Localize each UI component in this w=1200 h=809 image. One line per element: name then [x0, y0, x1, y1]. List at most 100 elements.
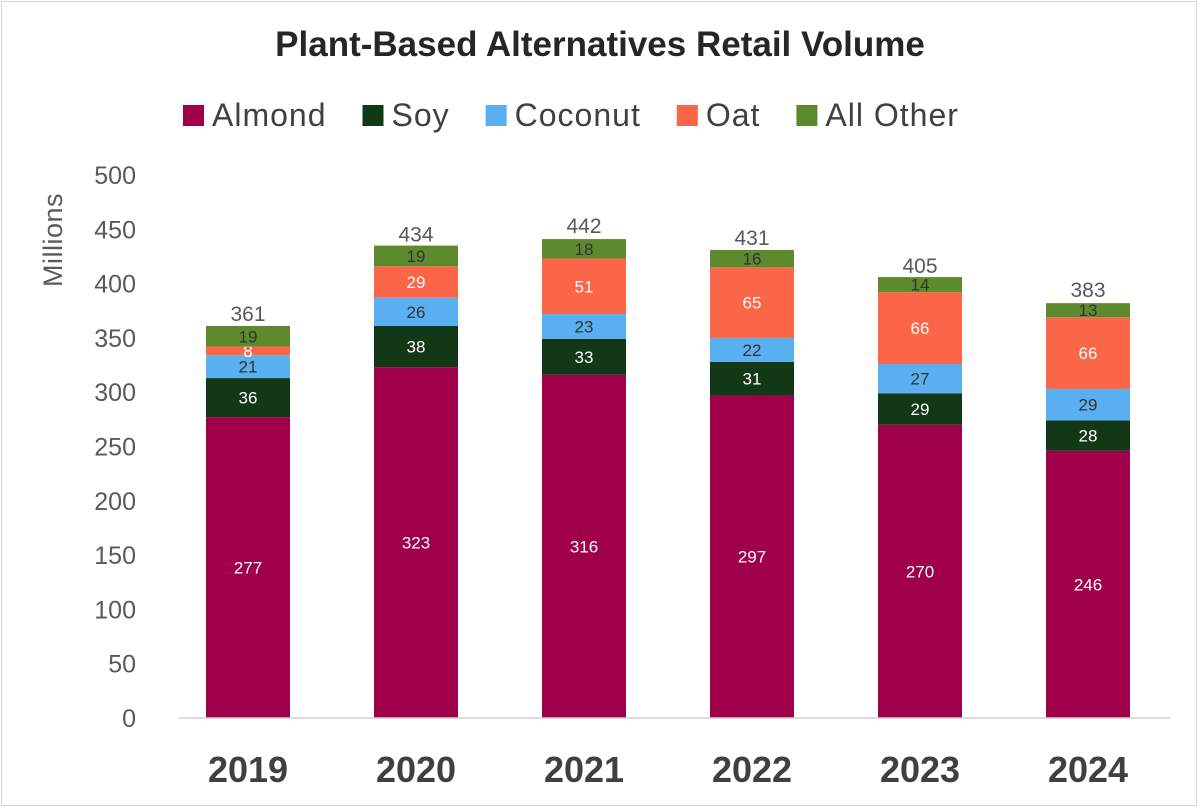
data-label-all-other-2023: 14 — [911, 276, 930, 295]
data-label-all-other-2022: 16 — [743, 250, 762, 269]
total-label-2024: 383 — [1070, 279, 1105, 302]
total-label-2021: 442 — [566, 215, 601, 238]
bar-almond-2019 — [206, 417, 290, 718]
data-label-all-other-2019: 19 — [239, 327, 258, 346]
data-label-soy-2021: 33 — [575, 348, 594, 367]
y-tick-450: 450 — [94, 216, 136, 244]
x-tick-2021: 2021 — [544, 749, 624, 790]
data-label-coconut-2024: 29 — [1079, 396, 1098, 415]
y-tick-200: 200 — [94, 488, 136, 516]
x-tick-2019: 2019 — [208, 749, 288, 790]
total-label-2019: 361 — [230, 303, 265, 326]
bar-oat-2024 — [1046, 317, 1130, 389]
data-label-coconut-2022: 22 — [743, 341, 762, 360]
legend-label-almond: Almond — [212, 97, 327, 133]
data-label-oat-2020: 29 — [407, 273, 426, 292]
y-axis-label: Millions — [38, 193, 68, 287]
data-label-oat-2023: 66 — [911, 319, 930, 338]
legend-swatch-all-other — [796, 105, 818, 126]
bar-soy-2023 — [878, 393, 962, 425]
data-label-coconut-2021: 23 — [575, 317, 594, 336]
data-label-soy-2024: 28 — [1079, 427, 1098, 446]
y-tick-300: 300 — [94, 379, 136, 407]
y-tick-150: 150 — [94, 542, 136, 570]
y-tick-500: 500 — [94, 162, 136, 190]
y-tick-0: 0 — [122, 705, 136, 733]
bar-coconut-2019 — [206, 355, 290, 379]
data-label-soy-2019: 36 — [239, 389, 258, 408]
bar-coconut-2021 — [542, 314, 626, 339]
y-tick-50: 50 — [108, 651, 136, 679]
bar-coconut-2024 — [1046, 388, 1130, 421]
data-label-almond-2024: 246 — [1074, 575, 1102, 594]
data-label-almond-2022: 297 — [738, 548, 766, 567]
legend-label-all-other: All Other — [825, 97, 958, 133]
data-label-soy-2022: 31 — [743, 370, 762, 389]
x-tick-2020: 2020 — [376, 749, 456, 790]
bar-soy-2024 — [1046, 420, 1130, 451]
legend-swatch-coconut — [485, 105, 507, 126]
bar-all-other-2019 — [206, 325, 290, 347]
bar-oat-2022 — [710, 267, 794, 338]
bar-almond-2024 — [1046, 450, 1130, 718]
data-label-almond-2023: 270 — [906, 562, 934, 581]
legend-label-coconut: Coconut — [515, 97, 641, 133]
legend-label-soy: Soy — [392, 97, 450, 133]
bar-all-other-2021 — [542, 239, 626, 259]
bar-oat-2020 — [374, 266, 458, 298]
bar-oat-2021 — [542, 258, 626, 315]
y-axis-ticks: 0 50 100 150 200 250 300 350 400 450 500 — [94, 162, 136, 733]
total-label-2022: 431 — [734, 227, 769, 250]
y-tick-100: 100 — [94, 596, 136, 624]
legend-swatch-almond — [183, 105, 204, 126]
bar-soy-2022 — [710, 361, 794, 396]
bar-almond-2022 — [710, 395, 794, 718]
bars: 2773621819361323382629194343163323511844… — [206, 215, 1130, 718]
x-tick-2024: 2024 — [1048, 749, 1128, 790]
data-label-oat-2021: 51 — [575, 277, 594, 296]
legend: Almond Soy Coconut Oat All Other — [183, 97, 958, 133]
bar-all-other-2024 — [1046, 303, 1130, 318]
bar-oat-2023 — [878, 292, 962, 364]
bar-almond-2023 — [878, 424, 962, 718]
bar-soy-2019 — [206, 378, 290, 418]
bar-almond-2020 — [374, 367, 458, 718]
x-tick-2023: 2023 — [880, 749, 960, 790]
x-axis-ticks: 2019 2020 2021 2022 2023 2024 — [208, 749, 1128, 790]
legend-label-oat: Oat — [706, 97, 761, 133]
data-label-all-other-2020: 19 — [407, 247, 426, 266]
data-label-soy-2020: 38 — [407, 338, 426, 357]
bar-soy-2020 — [374, 325, 458, 368]
bar-almond-2021 — [542, 374, 626, 718]
bar-all-other-2023 — [878, 277, 962, 293]
bar-soy-2021 — [542, 338, 626, 375]
chart-title: Plant-Based Alternatives Retail Volume — [275, 25, 925, 64]
bar-group-2021: 316 33 23 51 18 442 — [542, 215, 626, 718]
data-label-coconut-2020: 26 — [407, 303, 426, 322]
bar-oat-2019 — [206, 346, 290, 356]
data-label-all-other-2024: 13 — [1079, 301, 1098, 320]
data-label-almond-2019: 277 — [234, 559, 262, 578]
legend-swatch-soy — [362, 105, 384, 126]
data-label-oat-2022: 65 — [743, 294, 762, 313]
total-label-2020: 434 — [398, 224, 433, 247]
y-tick-350: 350 — [94, 325, 136, 353]
x-tick-2022: 2022 — [712, 749, 792, 790]
y-tick-400: 400 — [94, 271, 136, 299]
legend-swatch-oat — [676, 105, 698, 126]
y-tick-250: 250 — [94, 434, 136, 462]
data-label-almond-2020: 323 — [402, 534, 430, 553]
bar-all-other-2022 — [710, 249, 794, 268]
data-label-coconut-2023: 27 — [911, 370, 930, 389]
data-label-all-other-2021: 18 — [575, 240, 594, 259]
data-label-almond-2021: 316 — [570, 537, 598, 556]
data-label-oat-2019: 8 — [243, 342, 252, 361]
bar-coconut-2023 — [878, 363, 962, 394]
bar-coconut-2022 — [710, 337, 794, 362]
